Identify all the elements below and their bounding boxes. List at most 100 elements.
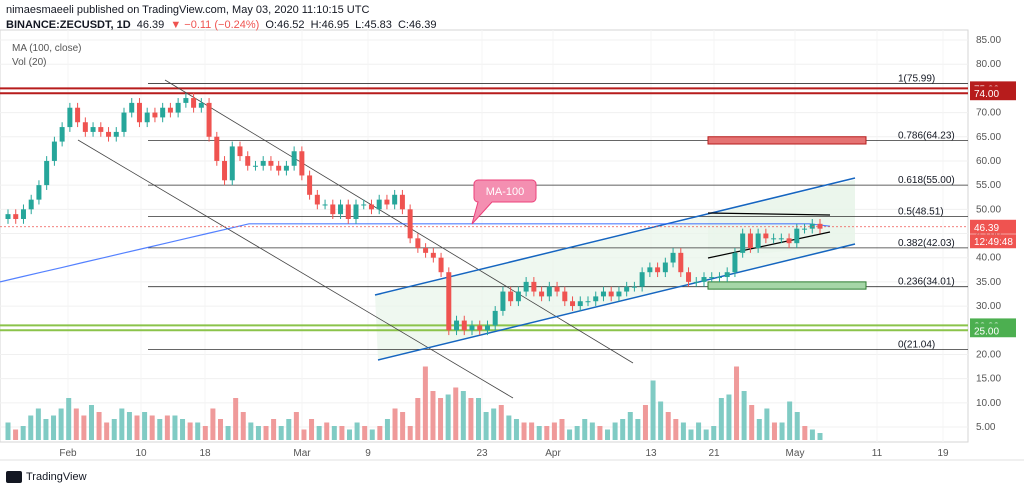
volume-bar xyxy=(627,412,633,440)
candle-body xyxy=(608,291,614,297)
candle-body xyxy=(98,127,104,132)
candle-body xyxy=(585,301,591,303)
candle-body xyxy=(198,102,204,108)
x-tick-label: 9 xyxy=(365,448,371,459)
candle-body xyxy=(283,165,289,171)
x-tick-label: Feb xyxy=(59,448,77,459)
x-tick-label: 10 xyxy=(135,448,147,459)
candle-body xyxy=(701,277,707,282)
y-tick-label: 55.00 xyxy=(976,180,1001,191)
volume-bar xyxy=(202,426,208,440)
volume-bar xyxy=(635,419,641,440)
volume-bar xyxy=(104,422,110,440)
ma-callout-text: MA-100 xyxy=(486,186,525,198)
volume-bar xyxy=(438,398,444,440)
volume-bar xyxy=(111,419,117,440)
volume-bar xyxy=(217,419,223,440)
candle-body xyxy=(546,286,552,297)
candle-body xyxy=(106,131,112,137)
volume-bar xyxy=(749,405,755,440)
candle-body xyxy=(152,112,158,118)
candle-body xyxy=(90,127,96,132)
volume-bar xyxy=(764,408,770,440)
candle-body xyxy=(361,204,367,206)
candle-body xyxy=(786,238,792,244)
volume-bar xyxy=(324,422,330,440)
candle-body xyxy=(771,238,777,240)
candle-body xyxy=(469,325,475,331)
volume-bar xyxy=(612,422,618,440)
volume-bar xyxy=(445,394,451,440)
y-tick-label: 50.00 xyxy=(976,204,1001,215)
x-tick-label: 19 xyxy=(937,448,949,459)
volume-bar xyxy=(460,391,466,440)
indicator-legend: MA (100, close) Vol (20) xyxy=(12,42,81,70)
publisher-line: nimaesmaeeli published on TradingView.co… xyxy=(6,4,370,16)
volume-bar xyxy=(392,408,398,440)
price-axis-badge-text: 25.00 xyxy=(974,326,999,337)
x-tick-label: 21 xyxy=(708,448,720,459)
volume-bar xyxy=(468,398,474,440)
volume-bar xyxy=(51,415,57,440)
volume-bar xyxy=(5,422,11,440)
candle-body xyxy=(175,102,181,113)
volume-bar xyxy=(680,422,686,440)
candle-body xyxy=(28,199,34,210)
volume-bar xyxy=(43,419,49,440)
x-tick-label: Mar xyxy=(293,448,311,459)
fib-zone-green xyxy=(707,281,867,290)
volume-bar xyxy=(126,412,132,440)
volume-bar xyxy=(331,426,337,440)
volume-bar xyxy=(688,429,694,440)
volume-bar xyxy=(696,422,702,440)
candle-body xyxy=(392,194,398,205)
candle-body xyxy=(206,102,212,137)
volume-bar xyxy=(620,419,626,440)
candle-body xyxy=(384,199,390,205)
y-tick-label: 35.00 xyxy=(976,277,1001,288)
footer: TradingView xyxy=(6,471,87,483)
volume-bar xyxy=(73,408,79,440)
x-tick-label: 23 xyxy=(476,448,488,459)
open-value: O:46.52 xyxy=(265,19,305,31)
candle-body xyxy=(570,301,576,307)
candle-body xyxy=(724,272,730,278)
volume-bar xyxy=(88,405,94,440)
volume-bar xyxy=(339,426,345,440)
candle-body xyxy=(423,248,429,253)
volume-bar xyxy=(673,419,679,440)
candle-body xyxy=(338,204,344,215)
channel-line-upper xyxy=(374,177,856,296)
volume-bar xyxy=(195,422,201,440)
candle-body xyxy=(763,233,769,239)
fib-level-label: 0(21.04) xyxy=(898,339,935,350)
price-axis-badge-text: 12:49:48 xyxy=(974,237,1013,248)
candle-body xyxy=(13,214,19,219)
candle-body xyxy=(136,102,142,123)
volume-bar xyxy=(718,398,724,440)
candle-body xyxy=(229,146,235,181)
ma-indicator-label[interactable]: MA (100, close) xyxy=(12,43,82,54)
candle-body xyxy=(407,209,413,239)
candle-body xyxy=(755,233,761,249)
volume-bar xyxy=(369,429,375,440)
volume-bar xyxy=(513,419,519,440)
volume-bar xyxy=(233,398,239,440)
fib-zone-red xyxy=(707,136,867,145)
vol-indicator-label[interactable]: Vol (20) xyxy=(12,57,47,68)
candle-body xyxy=(5,214,11,219)
price-axis-badge-text: 46.39 xyxy=(974,223,999,234)
fib-level-label: 0.236(34.01) xyxy=(898,277,955,288)
volume-bar xyxy=(164,415,170,440)
x-tick-label: 18 xyxy=(199,448,211,459)
volume-bar xyxy=(157,419,163,440)
volume-bar xyxy=(521,422,527,440)
candle-body xyxy=(794,228,800,244)
candle-body xyxy=(260,160,266,166)
volume-bar xyxy=(377,426,383,440)
candle-body xyxy=(191,98,197,108)
pennant-line-bottom xyxy=(707,231,831,259)
candle-body xyxy=(214,136,220,161)
candle-body xyxy=(508,291,514,302)
